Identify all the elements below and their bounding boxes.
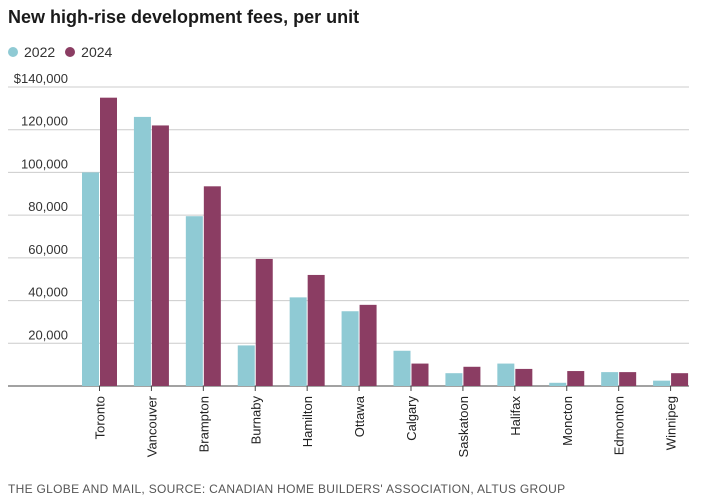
bar-2024-winnipeg [671, 373, 689, 386]
x-tick-label: Ottawa [352, 395, 367, 437]
x-tick-label: Burnaby [248, 396, 263, 445]
y-tick-label: 80,000 [28, 199, 68, 214]
x-tick-label: Brampton [196, 396, 211, 452]
bar-2024-brampton [203, 186, 221, 386]
y-tick-label: 100,000 [21, 156, 68, 171]
x-tick-label: Toronto [93, 396, 108, 439]
bar-2024-halifax [515, 368, 533, 386]
y-tick-label: $140,000 [14, 71, 68, 86]
source-note: THE GLOBE AND MAIL, SOURCE: CANADIAN HOM… [8, 482, 566, 496]
bar-2022-edmonton [601, 372, 619, 386]
x-tick-label: Saskatoon [456, 396, 471, 457]
legend-item-2024: 2024 [65, 44, 112, 60]
bar-2022-hamilton [289, 297, 307, 386]
legend: 2022 2024 [8, 44, 122, 60]
legend-swatch-2024 [65, 47, 76, 57]
bar-2024-ottawa [359, 304, 377, 386]
bar-2024-toronto [100, 97, 117, 386]
x-tick-label: Hamilton [300, 396, 315, 447]
bar-2024-moncton [567, 371, 585, 386]
x-tick-label: Halifax [508, 396, 523, 436]
x-tick-label: Winnipeg [664, 396, 679, 450]
bar-2024-burnaby [255, 258, 273, 386]
bar-2022-vancouver [133, 116, 151, 387]
bar-2022-winnipeg [653, 380, 671, 386]
bar-2022-toronto [82, 172, 99, 386]
x-tick-label: Vancouver [144, 395, 159, 457]
chart-title: New high-rise development fees, per unit [8, 7, 360, 27]
legend-swatch-2022 [8, 47, 18, 57]
bar-2024-calgary [411, 363, 429, 386]
y-tick-label: 60,000 [28, 242, 68, 257]
legend-label-2022: 2022 [24, 44, 56, 60]
bar-2024-saskatoon [463, 366, 481, 386]
bar-2022-burnaby [237, 345, 255, 386]
y-tick-label: 120,000 [21, 114, 68, 129]
bar-chart: 20,000 40,000 60,000 80,000 100,000 120,000 $1… [8, 71, 689, 457]
legend-item-2022: 2022 [8, 44, 55, 60]
legend-label-2024: 2024 [81, 44, 113, 60]
bar-2022-saskatoon [445, 373, 463, 386]
bar-2024-vancouver [151, 125, 169, 386]
bar-2022-halifax [497, 363, 515, 386]
y-tick-label: 40,000 [28, 285, 68, 300]
bar-2024-hamilton [307, 274, 325, 386]
x-tick-label: Moncton [560, 396, 575, 446]
x-tick-label: Edmonton [612, 396, 627, 455]
bar-2024-edmonton [619, 372, 637, 386]
bar-2022-calgary [393, 350, 411, 386]
bar-2022-moncton [549, 382, 567, 386]
bar-2022-brampton [185, 216, 203, 386]
x-tick-label: Calgary [404, 396, 419, 441]
y-tick-label: 20,000 [28, 327, 68, 342]
bar-2022-ottawa [341, 311, 359, 386]
